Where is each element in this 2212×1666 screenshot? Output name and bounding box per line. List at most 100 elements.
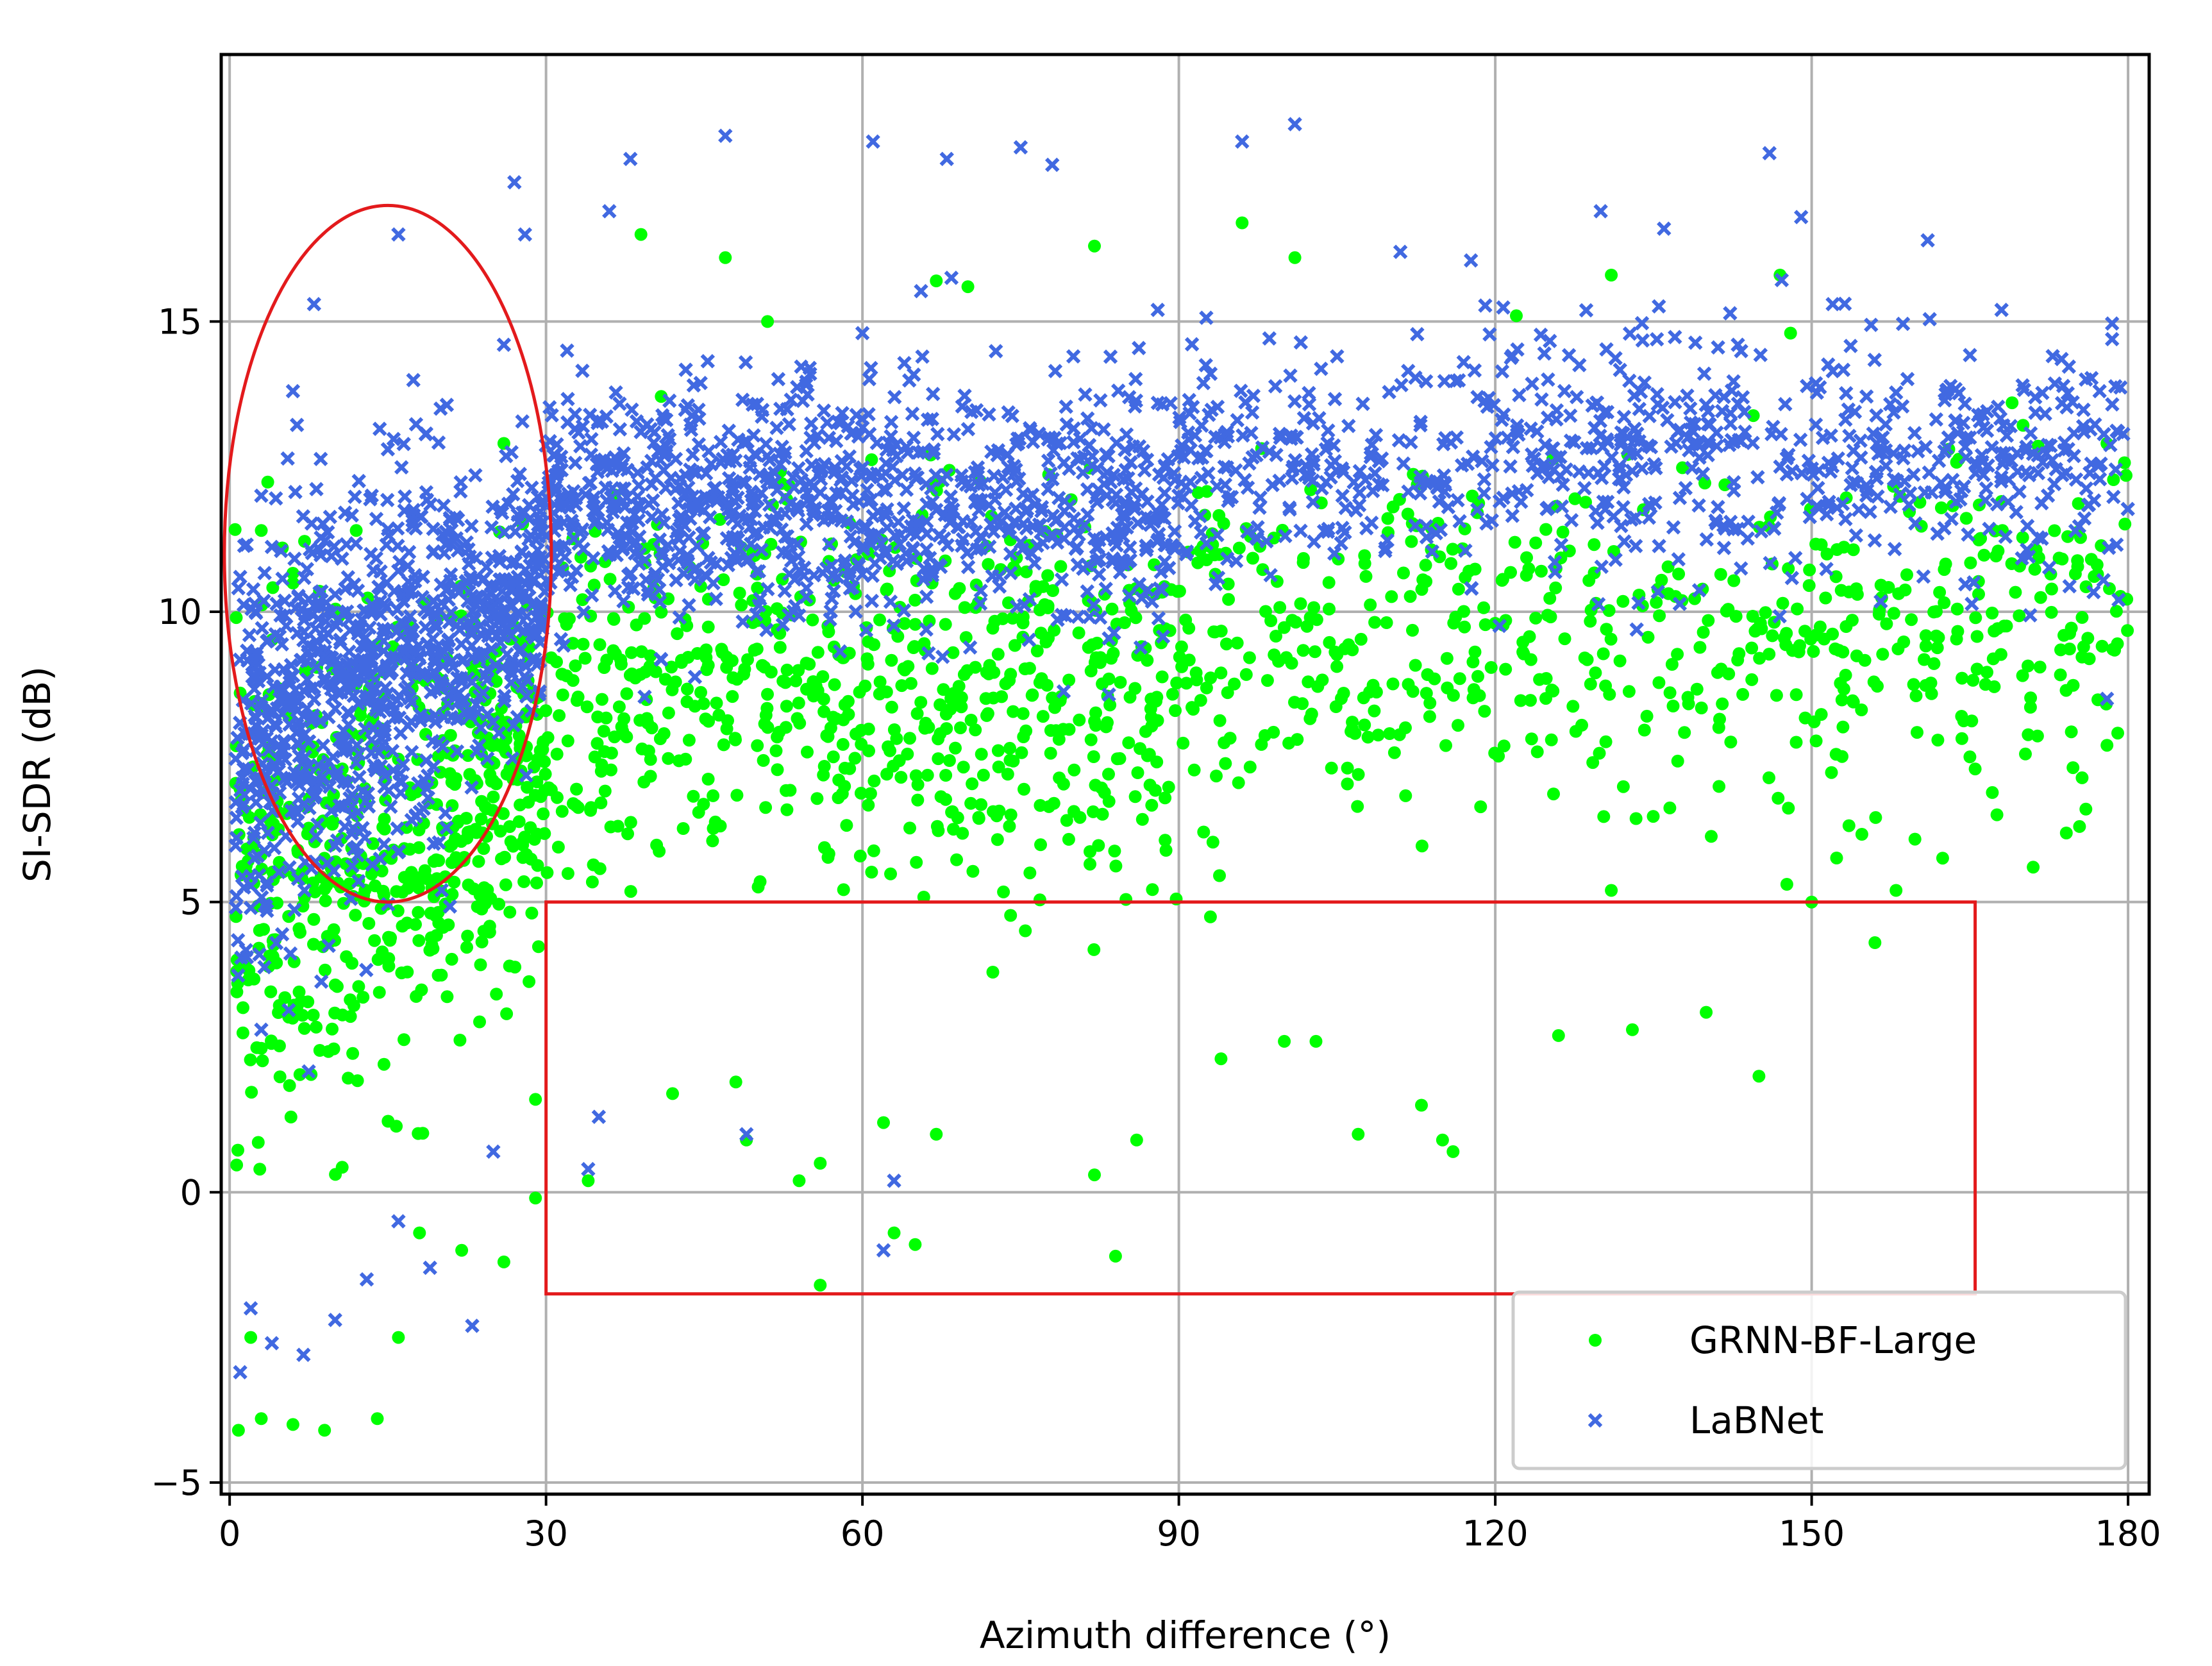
data-point	[1080, 584, 1095, 599]
data-point	[1034, 838, 1047, 852]
data-point	[356, 991, 370, 1004]
data-point	[555, 668, 569, 681]
data-point	[464, 780, 479, 795]
data-point	[1089, 553, 1104, 569]
data-point	[1016, 616, 1030, 630]
data-point	[289, 417, 305, 432]
data-point	[1931, 641, 1944, 655]
data-point	[1770, 689, 1783, 702]
data-point	[730, 789, 744, 802]
data-point	[321, 938, 336, 954]
data-point	[260, 878, 274, 893]
data-point	[1182, 653, 1196, 667]
data-point	[845, 488, 860, 503]
data-point	[1273, 430, 1288, 446]
data-point	[390, 602, 405, 618]
data-point	[1569, 389, 1584, 405]
data-point	[971, 492, 985, 507]
data-point	[1998, 529, 2013, 544]
data-point	[1098, 786, 1111, 800]
data-point	[401, 679, 415, 694]
data-point	[365, 721, 381, 737]
data-point	[749, 607, 764, 622]
data-point	[671, 496, 686, 511]
data-point	[598, 661, 611, 674]
data-point	[1663, 801, 1677, 814]
data-point	[1019, 724, 1033, 737]
data-point	[992, 761, 1005, 773]
data-point	[816, 670, 830, 684]
data-point	[550, 655, 563, 669]
data-point	[715, 643, 728, 656]
data-point	[251, 1136, 265, 1149]
data-point	[1269, 630, 1282, 643]
data-point	[919, 589, 934, 604]
data-point	[616, 594, 631, 609]
data-point	[1052, 732, 1066, 746]
data-point	[1869, 811, 1882, 824]
data-point	[1091, 539, 1105, 555]
data-point	[2120, 469, 2132, 482]
data-point	[396, 437, 411, 451]
data-point	[533, 618, 548, 633]
data-point	[1141, 653, 1154, 667]
data-point	[1585, 398, 1600, 413]
data-point	[1203, 910, 1217, 923]
data-point	[309, 482, 324, 497]
data-point	[1920, 233, 1935, 248]
data-point	[1688, 335, 1703, 350]
data-point	[444, 728, 457, 742]
data-point	[2054, 351, 2069, 367]
data-point	[528, 652, 542, 666]
data-point	[876, 1243, 891, 1258]
data-point	[1763, 648, 1776, 661]
data-point	[1632, 401, 1647, 416]
data-point	[1616, 409, 1632, 425]
data-point	[1288, 251, 1302, 264]
data-point	[1641, 438, 1656, 453]
data-point	[1691, 498, 1706, 513]
data-point	[665, 661, 678, 674]
data-point	[2075, 771, 2089, 784]
data-point	[719, 251, 732, 264]
data-point	[576, 637, 590, 651]
data-point	[1766, 629, 1779, 643]
data-point	[1044, 157, 1060, 172]
data-point	[2054, 668, 2067, 682]
data-point	[738, 475, 753, 490]
data-point	[955, 691, 968, 704]
data-point	[1406, 623, 1419, 637]
data-point	[1025, 546, 1039, 561]
data-point	[1922, 312, 1937, 327]
data-point	[1430, 480, 1445, 496]
data-point	[1206, 836, 1219, 849]
data-point	[1680, 388, 1695, 403]
data-point	[1003, 546, 1018, 562]
data-point	[1759, 606, 1772, 619]
data-point	[506, 718, 521, 733]
data-point	[315, 738, 331, 753]
data-point	[644, 453, 659, 468]
data-point	[1537, 346, 1552, 361]
data-point	[848, 752, 862, 765]
data-point	[1732, 647, 1746, 661]
data-point	[706, 834, 719, 848]
data-point	[1259, 534, 1274, 549]
data-point	[1235, 134, 1250, 149]
data-point	[1127, 497, 1142, 512]
data-point	[1463, 253, 1479, 268]
data-point	[1878, 417, 1893, 432]
data-point	[1159, 844, 1173, 857]
data-point	[744, 512, 759, 526]
data-point	[478, 881, 491, 895]
data-point	[658, 673, 672, 686]
data-point	[943, 754, 956, 767]
data-point	[1868, 936, 1882, 949]
data-point	[895, 467, 910, 482]
data-point	[2022, 728, 2035, 741]
data-point	[2059, 466, 2074, 480]
data-point	[391, 904, 405, 918]
data-point	[1870, 489, 1885, 504]
data-point	[612, 422, 628, 437]
data-point	[283, 1079, 296, 1092]
